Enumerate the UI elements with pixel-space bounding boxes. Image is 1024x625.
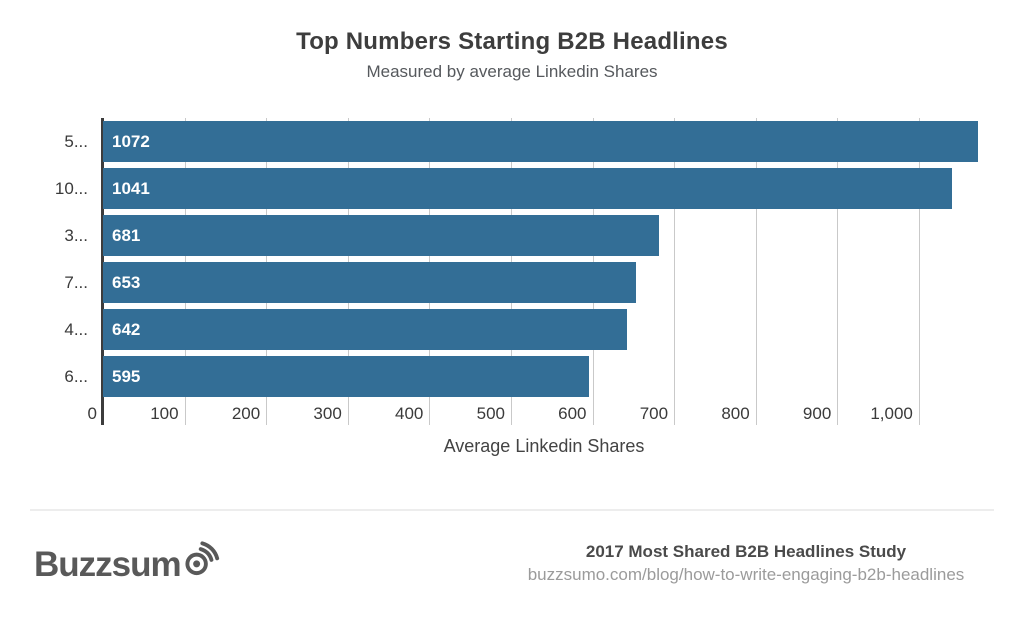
- gridline: [674, 118, 676, 425]
- x-tick-label: 200: [231, 404, 261, 423]
- bar-row: 595: [103, 353, 985, 400]
- chart-subtitle: Measured by average Linkedin Shares: [366, 62, 658, 81]
- bar-row: 653: [103, 259, 985, 306]
- chart-title: Top Numbers Starting B2B Headlines: [296, 28, 728, 55]
- bar-row: 1041: [103, 165, 985, 212]
- bar: 653: [103, 262, 636, 303]
- bar: 595: [103, 356, 589, 397]
- x-tick-label: 0: [87, 404, 97, 423]
- category-label: 4...: [64, 320, 88, 339]
- category-label: 6...: [64, 367, 88, 386]
- bar-value-label: 653: [112, 273, 141, 292]
- buzzsumo-logo: Buzzsum: [34, 541, 220, 582]
- bar-value-label: 595: [112, 367, 141, 386]
- bar: 1072: [103, 121, 978, 162]
- x-tick-label: 500: [476, 404, 505, 423]
- x-tick-label: 700: [639, 404, 669, 423]
- bar-value-label: 681: [112, 226, 141, 245]
- category-label: 3...: [64, 226, 88, 245]
- y-axis-line: [101, 118, 104, 425]
- x-tick-label: 1,000: [870, 404, 913, 423]
- gridline: [918, 118, 920, 425]
- footer-divider: [30, 509, 994, 511]
- footer-attribution: 2017 Most Shared B2B Headlines Study buz…: [510, 542, 982, 585]
- bar-row: 642: [103, 306, 985, 353]
- bar-value-label: 1041: [112, 179, 150, 198]
- bar-value-label: 1072: [112, 132, 150, 151]
- bar: 642: [103, 309, 627, 350]
- x-tick-label: 100: [150, 404, 179, 423]
- bar: 1041: [103, 168, 953, 209]
- x-axis-title: Average Linkedin Shares: [443, 436, 645, 456]
- footer-study-title: 2017 Most Shared B2B Headlines Study: [585, 542, 907, 561]
- category-label: 7...: [64, 273, 88, 292]
- bar-series: 1072 1041 681 653 642 595: [103, 118, 985, 400]
- category-label: 5...: [64, 132, 88, 151]
- bar-row: 681: [103, 212, 985, 259]
- x-tick-label: 800: [721, 404, 750, 423]
- bar: 681: [103, 215, 659, 256]
- x-tick-label: 400: [395, 404, 424, 423]
- bar-row: 1072: [103, 118, 985, 165]
- gridline: [755, 118, 757, 425]
- gridline: [837, 118, 839, 425]
- buzzsumo-signal-o-icon: [183, 541, 220, 582]
- x-tick-label: 300: [313, 404, 342, 423]
- bar-value-label: 642: [112, 320, 141, 339]
- category-axis-labels: 5... 10... 3... 7... 4... 6...: [0, 118, 88, 400]
- buzzsumo-logo-text: Buzzsum: [34, 545, 182, 584]
- x-tick-label: 600: [558, 404, 587, 423]
- category-label: 10...: [54, 179, 88, 198]
- x-tick-label: 900: [802, 404, 832, 423]
- footer-url: buzzsumo.com/blog/how-to-write-engaging-…: [527, 565, 965, 584]
